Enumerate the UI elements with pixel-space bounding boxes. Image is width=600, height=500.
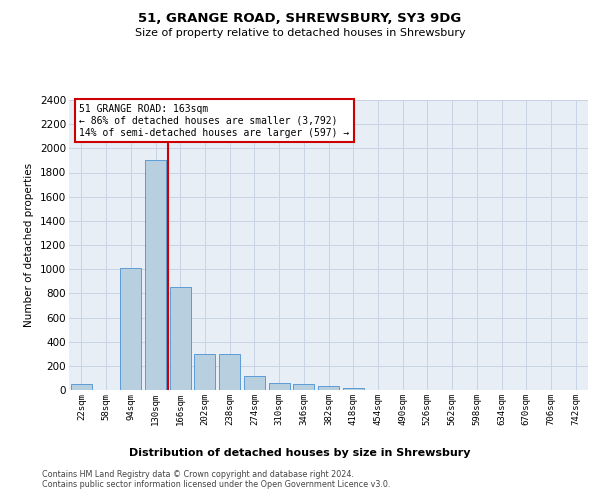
Bar xyxy=(343,388,364,390)
Bar xyxy=(120,268,141,390)
Bar xyxy=(71,384,92,390)
Bar xyxy=(219,354,240,390)
Bar xyxy=(244,376,265,390)
Bar xyxy=(269,383,290,390)
Text: Distribution of detached houses by size in Shrewsbury: Distribution of detached houses by size … xyxy=(129,448,471,458)
Text: 51, GRANGE ROAD, SHREWSBURY, SY3 9DG: 51, GRANGE ROAD, SHREWSBURY, SY3 9DG xyxy=(139,12,461,26)
Text: Contains HM Land Registry data © Crown copyright and database right 2024.: Contains HM Land Registry data © Crown c… xyxy=(42,470,354,479)
Bar xyxy=(145,160,166,390)
Bar xyxy=(194,354,215,390)
Text: Contains public sector information licensed under the Open Government Licence v3: Contains public sector information licen… xyxy=(42,480,391,489)
Text: Size of property relative to detached houses in Shrewsbury: Size of property relative to detached ho… xyxy=(134,28,466,38)
Bar xyxy=(318,386,339,390)
Y-axis label: Number of detached properties: Number of detached properties xyxy=(25,163,34,327)
Text: 51 GRANGE ROAD: 163sqm
← 86% of detached houses are smaller (3,792)
14% of semi-: 51 GRANGE ROAD: 163sqm ← 86% of detached… xyxy=(79,104,350,138)
Bar xyxy=(170,288,191,390)
Bar xyxy=(293,384,314,390)
